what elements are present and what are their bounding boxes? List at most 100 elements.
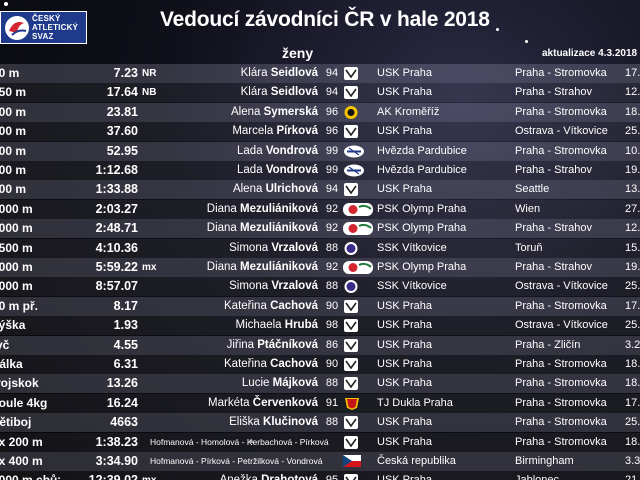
athlete-name: Alena Symerská — [150, 103, 318, 122]
last-name: Hrubá — [284, 319, 318, 332]
event-label: pětiboj — [0, 415, 32, 430]
result-value: 1:33.88 — [95, 182, 138, 197]
first-name: Kateřina — [224, 358, 267, 370]
last-name: Symerská — [263, 105, 318, 118]
club-name: USK Praha — [377, 377, 433, 390]
dukla-crest-icon — [343, 396, 359, 411]
result-value: 37.60 — [106, 124, 138, 139]
first-name: Alena — [231, 105, 261, 118]
event-label: 1000 m — [0, 221, 33, 236]
club-name: PSK Olymp Praha — [377, 202, 467, 215]
birth-year: 94 — [325, 67, 339, 79]
athlete-name: Alena Ulrichová — [150, 180, 318, 199]
first-name: Anežka — [220, 474, 258, 480]
birth-year: 91 — [325, 396, 339, 409]
date: 18.2. — [625, 435, 640, 448]
table-row: 300 m 37.60 Marcela Pírková 96 USK Praha Ostr… — [0, 122, 640, 142]
update-label: aktualizace 4.3.2018 — [542, 48, 638, 59]
last-name: Mezuliániková — [240, 202, 318, 215]
last-name: Klučinová — [263, 416, 318, 429]
event-label: 60 m př. — [0, 298, 39, 313]
first-name: Diana — [206, 261, 237, 273]
venue: Toruň — [515, 241, 543, 254]
usk-crest-icon — [343, 473, 359, 480]
venue: Praha - Stromovka — [515, 435, 607, 448]
venue: Jablonec — [515, 471, 625, 480]
last-name: Vrzalová — [271, 280, 318, 293]
birth-year: 92 — [325, 222, 339, 235]
date: 17.2. — [625, 396, 640, 409]
event-label: 2000 m — [0, 260, 33, 274]
olymp-crest-icon — [343, 221, 373, 236]
athlete-name: Michaela Hrubá — [150, 316, 318, 335]
last-name: Červenková — [252, 396, 318, 409]
federation-emblem-icon — [5, 16, 29, 40]
birth-year: 86 — [325, 338, 339, 351]
arena-light — [4, 2, 8, 6]
athlete-name: Anežka Drahotová — [150, 471, 318, 480]
club-name: USK Praha — [377, 125, 433, 138]
table-row: 4x 400 m 3:34.90 Hofmanová - Pírková - Pet… — [0, 452, 640, 471]
logo-text: ČESKÝ ATLETICKÝ SVAZ — [32, 14, 78, 41]
club-name: PSK Olymp Praha — [377, 261, 467, 273]
result-value: 8.17 — [113, 298, 138, 313]
table-row: 600 m 1:12.68 Lada Vondrová 99 Hvězda Pardub… — [0, 161, 640, 180]
federation-logo: ČESKÝ ATLETICKÝ SVAZ — [0, 11, 87, 44]
table-row: výška 1.93 Michaela Hrubá 98 USK Praha Ostrav… — [0, 316, 640, 336]
first-name: Diana — [206, 222, 237, 235]
event-label: 800 m — [0, 182, 27, 197]
first-name: Alena — [232, 183, 263, 196]
club-name: USK Praha — [377, 471, 492, 480]
first-name: Lada — [237, 164, 263, 176]
event-label: 300 m — [0, 124, 27, 139]
birth-year: 90 — [325, 299, 339, 312]
birth-year: 88 — [325, 416, 339, 429]
first-name: Simona — [229, 241, 269, 254]
usk-crest-icon — [343, 435, 359, 450]
event-label: tyč — [0, 337, 10, 352]
birth-year: 99 — [325, 144, 339, 157]
last-name: Ulrichová — [265, 183, 318, 196]
venue: Praha - Strahov — [515, 86, 593, 99]
arena-light — [250, 440, 253, 443]
event-label: 600 m — [0, 163, 27, 177]
event-label: 60 m — [0, 66, 20, 80]
result-value: 52.95 — [106, 143, 138, 158]
club-name: USK Praha — [377, 338, 433, 351]
last-name: Vondrová — [265, 144, 318, 157]
table-row: tyč 4.55 Jiřina Ptáčníková 86 USK Praha Praha… — [0, 335, 640, 355]
result-value: 16.24 — [106, 395, 138, 410]
venue: Praha - Strahov — [515, 222, 593, 235]
first-name: Klára — [240, 67, 268, 79]
first-name: Kateřina — [224, 299, 267, 312]
venue: Praha - Stromovka — [515, 67, 607, 79]
birth-year: 99 — [325, 164, 339, 176]
first-name: Michaela — [235, 319, 282, 332]
vitkovice-crest-icon — [343, 279, 359, 294]
athlete-name: Markéta Červenková — [150, 394, 318, 413]
logo-line: SVAZ — [32, 32, 54, 41]
athlete-name: Lucie Májková — [150, 374, 318, 393]
usk-crest-icon — [343, 299, 359, 314]
athlete-name: Jiřina Ptáčníková — [150, 336, 318, 355]
athlete-name: Diana Mezuliániková — [150, 200, 318, 219]
date: 17.2. — [625, 67, 640, 79]
record-note: NB — [142, 87, 157, 99]
arena-light — [496, 28, 499, 31]
record-note: mx — [142, 471, 166, 480]
club-name: USK Praha — [377, 299, 433, 312]
venue: Praha - Stromovka — [515, 358, 607, 370]
last-name: Seidlová — [270, 86, 318, 99]
venue: Praha - Zličín — [515, 338, 581, 351]
athlete-name: Eliška Klučinová — [150, 413, 318, 432]
table-row: 1000 m 2:03.27 Diana Mezuliániková 92 PSK Ol… — [0, 199, 640, 219]
club-name: USK Praha — [377, 319, 433, 332]
club-name: USK Praha — [377, 183, 433, 196]
event-label: 3000 m — [0, 279, 33, 294]
result-value: 7.23 — [113, 66, 138, 80]
athlete-name: Diana Mezuliániková — [150, 219, 318, 238]
first-name: Klára — [240, 86, 268, 99]
event-label: 4x 400 m — [0, 454, 43, 468]
first-name: Eliška — [229, 416, 260, 429]
logo-line: ČESKÝ — [32, 14, 61, 23]
